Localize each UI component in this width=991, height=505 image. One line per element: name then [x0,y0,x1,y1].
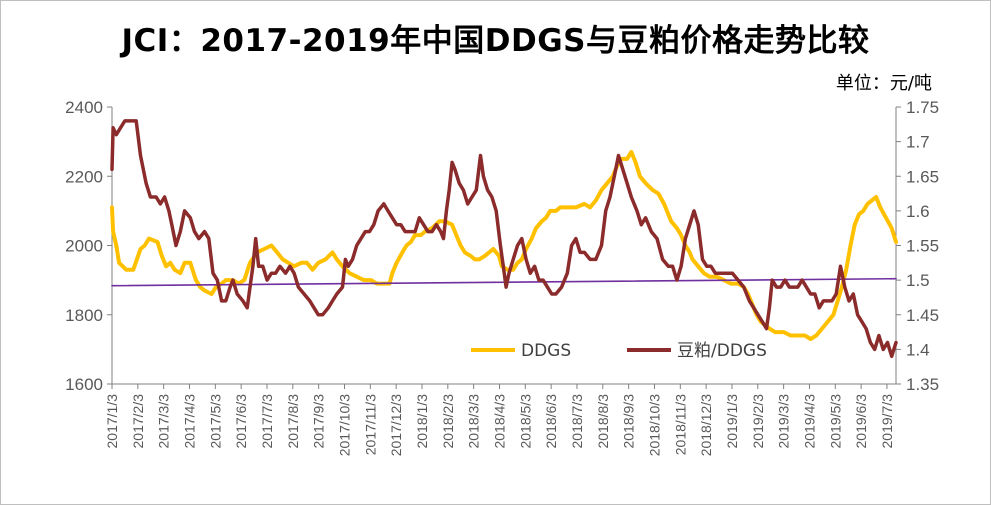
x-tick-label: 2019/2/3 [750,394,766,449]
right-tick-label: 1.4 [906,340,930,359]
legend: DDGS 豆粕/DDGS [471,341,767,361]
x-tick-label: 2019/1/3 [724,394,740,449]
x-tick-label: 2017/6/3 [233,394,249,449]
left-tick-label: 1600 [65,375,103,394]
left-tick-label: 2400 [65,98,103,117]
x-tick-label: 2017/2/3 [130,394,146,449]
x-tick-label: 2018/12/3 [698,394,714,456]
series-line-ddgs [110,150,898,341]
x-tick-label: 2019/6/3 [853,394,869,449]
x-tick-label: 2017/8/3 [285,394,301,449]
right-tick-label: 1.45 [906,306,939,325]
unit-label: 单位：元/吨 [835,73,932,94]
right-tick-label: 1.75 [906,98,939,117]
x-tick-label: 2018/4/3 [491,394,507,449]
series-layer [110,119,898,359]
x-tick-label: 2019/7/3 [879,394,895,449]
right-tick-label: 1.6 [906,202,930,221]
x-tick-label: 2019/3/3 [776,394,792,449]
x-tick-label: 2017/1/3 [104,394,120,449]
x-tick-label: 2018/2/3 [440,394,456,449]
legend-label-ddgs: DDGS [521,341,571,361]
x-tick-label: 2018/7/3 [569,394,585,449]
x-tick-label: 2018/10/3 [646,394,662,456]
series-line-soymeal-ratio [110,119,898,359]
right-tick-label: 1.5 [906,271,930,290]
axes-layer: 1600 1800 2000 2200 2400 1.35 1.4 1.45 1.5 1.55 1.… [65,98,939,456]
x-tick-label: 2017/5/3 [207,394,223,449]
x-tick-label: 2018/5/3 [517,394,533,449]
x-tick-label: 2019/5/3 [827,394,843,449]
x-tick-label: 2017/4/3 [181,394,197,449]
x-tick-label: 2018/3/3 [466,394,482,449]
right-tick-label: 1.7 [906,133,930,152]
right-tick-label: 1.55 [906,237,939,256]
x-tick-label: 2018/11/3 [672,394,688,455]
right-tick-label: 1.65 [906,167,939,186]
x-tick-label: 2018/8/3 [595,394,611,449]
x-tick-label: 2017/11/3 [362,394,378,455]
left-tick-label: 1800 [65,306,103,325]
x-tick-label: 2018/9/3 [621,394,637,449]
x-tick-label: 2017/9/3 [311,394,327,449]
x-tick-label: 2017/7/3 [259,394,275,449]
x-tick-label: 2017/3/3 [156,394,172,449]
legend-label-soymeal-ratio: 豆粕/DDGS [677,341,767,361]
chart-title: JCI：2017-2019年中国DDGS与豆粕价格走势比较 [121,23,870,59]
x-tick-label: 2017/12/3 [388,394,404,456]
x-tick-label: 2018/6/3 [543,394,559,449]
x-tick-label: 2017/10/3 [336,394,352,456]
right-tick-label: 1.35 [906,375,939,394]
x-tick-label: 2019/4/3 [801,394,817,449]
left-tick-label: 2000 [65,237,103,256]
x-tick-label: 2018/1/3 [414,394,430,449]
left-tick-label: 2200 [65,167,103,186]
